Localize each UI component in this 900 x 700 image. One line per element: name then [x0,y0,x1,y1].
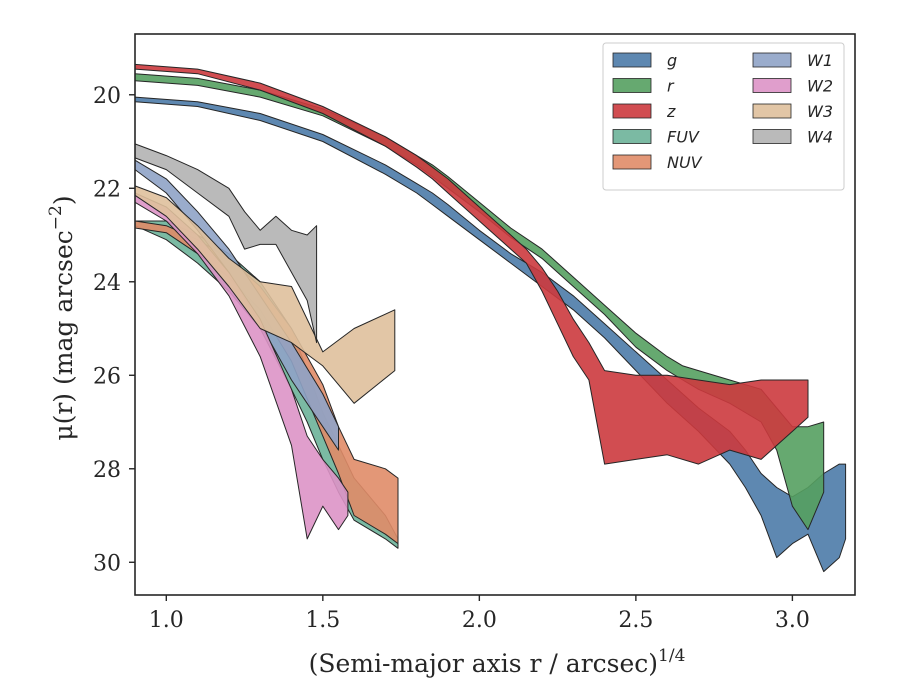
legend-label-w4: W4 [807,128,833,147]
x-axis-label-text: (Semi-major axis r / arcsec) [309,649,658,678]
profile-bands [134,63,847,573]
legend-swatch-w2 [752,78,792,93]
legend-swatch-g [612,52,652,68]
legend-label-g: g [667,51,677,70]
band-g [134,96,847,573]
legend-swatch-w1 [752,52,792,68]
band-w4 [134,143,318,344]
y-tick-label: 24 [93,271,121,296]
y-axis-ticks: 20 22 24 26 28 30 [93,84,135,576]
legend-swatch-r [612,78,652,93]
legend-swatch-w4 [752,129,792,144]
legend-swatch-fuv [612,129,652,144]
x-axis-label-exponent: 1/4 [658,646,685,666]
y-tick-label: 26 [93,364,121,389]
legend-swatch-nuv [612,154,652,170]
legend-swatch-w3 [752,103,792,119]
legend: grz FUV NUV W1 W2 W3 W4 [602,42,845,191]
legend-label-w1: W1 [807,51,833,70]
legend-label-nuv: NUV [667,153,703,172]
band-z [134,63,809,465]
legend-label-fuv: FUV [667,128,700,147]
legend-swatch-z [612,103,652,119]
legend-label-w3: W3 [807,102,833,121]
y-axis-label: μ(r) (mag arcsec−2) [46,195,78,440]
band-w3 [134,185,396,404]
plot-frame [134,33,856,596]
y-tick-label: 30 [93,551,121,576]
legend-label-w2: W2 [807,77,833,96]
y-tick-label: 28 [93,458,121,483]
y-axis-label-close: ) [49,195,78,205]
x-axis-label: (Semi-major axis r / arcsec)1/4 [309,646,686,678]
y-axis-label-exponent: −2 [46,205,66,230]
y-tick-label: 22 [93,177,121,202]
x-tick-label: 2.5 [618,608,653,633]
x-tick-label: 2.0 [462,608,497,633]
y-axis-label-text: μ(r) (mag arcsec [49,230,78,440]
x-tick-label: 1.5 [305,608,340,633]
legend-label-r: r [667,77,675,96]
x-axis-ticks: 1.0 1.5 2.0 2.5 3.0 [149,595,810,633]
x-tick-label: 1.0 [149,608,184,633]
legend-label-z: z [666,102,676,121]
x-tick-label: 3.0 [775,608,810,633]
y-tick-label: 20 [93,84,121,109]
